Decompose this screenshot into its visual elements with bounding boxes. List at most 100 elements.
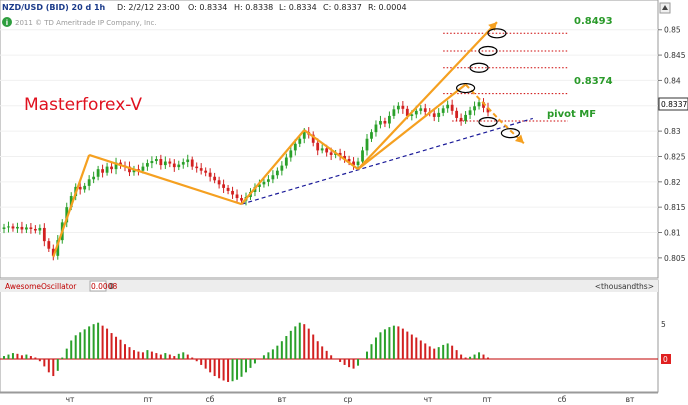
- scroll-controls: [659, 2, 671, 14]
- candle-body: [352, 161, 355, 166]
- time-tick-label: сб: [206, 395, 215, 404]
- candle-body: [141, 166, 145, 171]
- candle-body: [38, 227, 42, 231]
- candle-body: [302, 132, 306, 139]
- candle-body: [284, 157, 288, 166]
- candle-body: [383, 120, 387, 124]
- candle-body: [42, 227, 46, 242]
- price-tick-label: 0.815: [664, 203, 686, 212]
- candle-body: [20, 226, 24, 230]
- candle-body: [432, 113, 436, 117]
- candle-body: [316, 142, 320, 151]
- candle-body: [370, 132, 373, 139]
- price-tick-label: 0.82: [664, 178, 681, 187]
- candle-body: [226, 187, 230, 191]
- current-price-tag: 0.8337: [658, 97, 688, 111]
- target-ellipse: [478, 45, 498, 57]
- zigzag-segment: [240, 129, 306, 205]
- target-ellipse: [469, 62, 489, 73]
- current-price-value: 0.8337: [661, 100, 687, 109]
- candle-body: [47, 241, 51, 249]
- candle-body: [446, 104, 450, 109]
- candle-body: [231, 190, 234, 195]
- candle-body: [374, 124, 378, 133]
- candle-body: [477, 102, 481, 107]
- candle-body: [379, 120, 382, 125]
- pivot-label: pivot MF: [547, 109, 596, 120]
- time-tick-label: вт: [278, 395, 287, 404]
- candle-body: [168, 161, 172, 164]
- oscillator-value-box: [89, 280, 107, 292]
- candle-body: [186, 159, 190, 163]
- candle-body: [11, 226, 15, 229]
- time-axis: чт пт сб вт ср чт пт сб вт: [0, 392, 658, 404]
- candle-body: [419, 108, 423, 111]
- header-copyright: 2011 © TD Ameritrade IP Company, Inc.: [15, 19, 157, 27]
- candle-body: [51, 248, 55, 256]
- header-date: D: 2/2/12 23:00: [117, 3, 180, 12]
- candle-body: [199, 168, 203, 171]
- candle-body: [396, 105, 400, 110]
- price-pane: [0, 0, 659, 279]
- candle-body: [450, 104, 454, 111]
- candle-body: [486, 107, 490, 113]
- candle-body: [190, 159, 194, 167]
- candle-body: [114, 162, 118, 170]
- candle-body: [105, 166, 109, 173]
- candle-body: [361, 150, 364, 162]
- candle-body: [414, 110, 418, 115]
- candle-body: [468, 110, 472, 115]
- candle-body: [29, 227, 33, 229]
- target-ellipse: [455, 82, 476, 94]
- header-range: R: 0.0004: [368, 3, 407, 12]
- candle-body: [78, 186, 82, 190]
- candle-body: [163, 161, 167, 166]
- target-ellipse: [500, 128, 521, 139]
- oscillator-tick-5: 5: [661, 320, 666, 329]
- candle-body: [410, 114, 414, 116]
- candle-body: [235, 194, 239, 199]
- candle-body: [258, 184, 261, 187]
- candle-body: [181, 162, 185, 165]
- oscillator-pane: [0, 279, 659, 393]
- candle-body: [464, 114, 467, 121]
- candle-body: [159, 159, 163, 166]
- header-open: O: 0.8334: [188, 3, 227, 12]
- price-tick-label: 0.81: [664, 229, 681, 238]
- candle-body: [217, 180, 221, 185]
- candle-body: [195, 166, 199, 169]
- price-grid: [0, 29, 658, 259]
- target-ellipse: [478, 116, 498, 128]
- candle-body: [240, 198, 243, 201]
- header-symbol: NZD/USD (BID) 20 d 1h: [2, 3, 106, 12]
- level-high-label: 0.8493: [574, 16, 613, 27]
- candle-body: [365, 138, 369, 151]
- scroll-up-icon: [662, 5, 668, 10]
- candle-body: [96, 169, 100, 177]
- current-price-box: [658, 97, 688, 111]
- zigzag-segment: [357, 83, 467, 171]
- candle-body: [262, 181, 266, 185]
- oscillator-zero-box: 0: [109, 282, 114, 291]
- price-axis-area: [658, 0, 688, 278]
- candle-body: [110, 166, 113, 170]
- candle-body: [16, 226, 19, 229]
- candle-body: [146, 163, 149, 167]
- candle-body: [2, 227, 6, 229]
- header: NZD/USD (BID) 20 d 1h D: 2/2/12 23:00 O:…: [2, 3, 407, 27]
- candle-body: [87, 179, 91, 186]
- candle-body: [401, 105, 405, 109]
- info-icon[interactable]: [2, 17, 12, 27]
- chart-annotations: Masterforex-V 0.8493 0.8374 pivot MF: [24, 16, 613, 120]
- zigzag-segment: [88, 153, 242, 206]
- candle-body: [7, 226, 10, 228]
- candle-body: [101, 169, 104, 173]
- candle-body: [271, 175, 275, 180]
- oscillator-value: 0.0008: [91, 282, 117, 291]
- candle-body: [92, 176, 96, 180]
- oscillator-zero-tag: [661, 354, 671, 364]
- candles: [2, 98, 490, 261]
- candle-body: [473, 106, 476, 111]
- candle-body: [356, 161, 360, 166]
